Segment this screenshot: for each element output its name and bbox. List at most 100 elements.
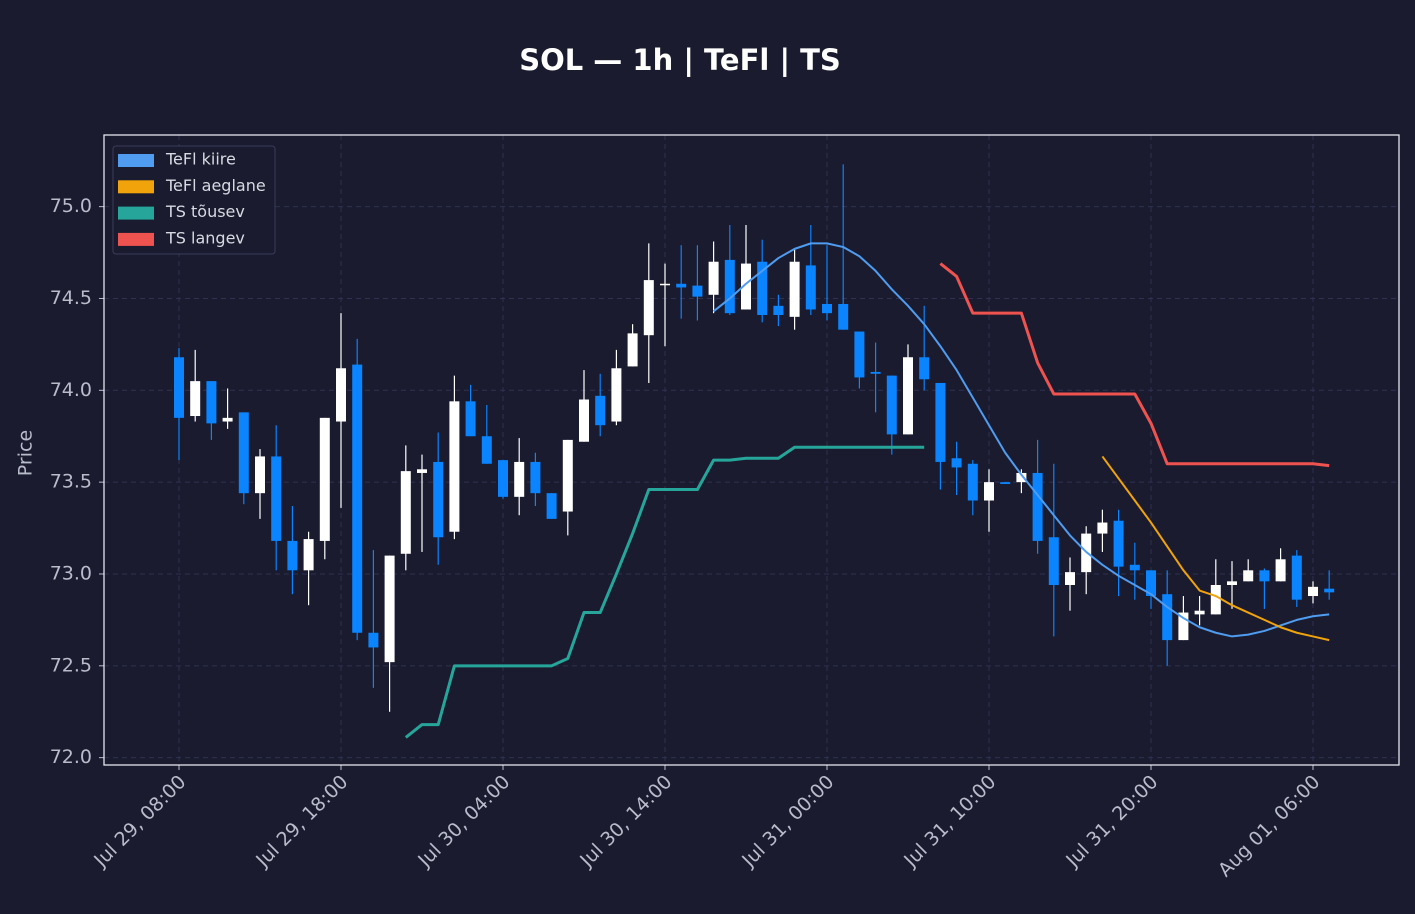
y-tick-label: 73.5 — [50, 471, 92, 493]
candle-body — [1065, 572, 1075, 585]
plot-border — [103, 134, 1400, 766]
candle-body — [417, 469, 427, 473]
candle-body — [741, 263, 751, 310]
candle-body — [1227, 581, 1237, 585]
legend-swatch — [118, 206, 154, 220]
candle-body — [352, 364, 363, 633]
y-tick-label: 72.0 — [50, 746, 92, 768]
candle-body — [1324, 588, 1335, 593]
chart-title: SOL — 1h | TeFl | TS — [519, 43, 841, 77]
candle-body — [1275, 559, 1286, 582]
candle-body — [611, 368, 622, 422]
candle-body — [1178, 612, 1189, 641]
candle-body — [400, 471, 411, 554]
candle-body — [595, 395, 606, 426]
candle-body — [174, 357, 184, 418]
candle-body — [384, 555, 395, 663]
candle-body — [1048, 537, 1059, 585]
candle-body — [1113, 520, 1124, 567]
candle-body — [724, 259, 735, 314]
candle-body — [206, 381, 217, 424]
candle-body — [643, 280, 654, 336]
candle-body — [886, 375, 897, 435]
candle-body — [676, 283, 687, 288]
candle-body — [498, 460, 508, 497]
candle-body — [919, 357, 930, 380]
indicator-line — [404, 445, 925, 739]
y-tick-label: 73.0 — [50, 562, 92, 584]
candle-body — [465, 401, 476, 437]
candle-body — [1194, 610, 1205, 615]
candle-body — [1308, 586, 1318, 597]
candle-body — [530, 461, 541, 494]
candle-body — [303, 539, 314, 571]
x-tick-label: Jul 31, 00:00 — [737, 771, 838, 872]
candle-body — [287, 540, 298, 571]
candle-body — [546, 493, 557, 519]
candle-body — [1016, 472, 1027, 483]
candle-body — [481, 436, 492, 464]
candle-body — [255, 456, 265, 494]
legend-label: TS tõusev — [165, 202, 245, 221]
candle-body — [789, 261, 800, 317]
candle-body — [870, 371, 881, 374]
legend-label: TS langev — [165, 228, 245, 247]
candle-body — [1000, 482, 1011, 484]
candle-body — [1210, 585, 1221, 615]
candle-body — [514, 461, 525, 497]
y-axis-label: Price — [15, 430, 37, 476]
indicator-line — [1101, 455, 1330, 642]
candle-body — [433, 461, 444, 538]
candle-body — [238, 412, 249, 494]
candle-body — [222, 417, 233, 422]
candle-body — [1291, 555, 1302, 600]
candle-body — [822, 303, 832, 314]
x-tick-label: Jul 30, 04:00 — [413, 771, 514, 872]
candle-body — [579, 399, 589, 442]
candle-body — [190, 381, 201, 417]
legend-swatch — [118, 232, 154, 246]
candle-body — [627, 333, 638, 367]
candle-body — [854, 331, 865, 378]
candle-body — [984, 482, 994, 501]
candle-body — [805, 265, 816, 310]
candle-body — [660, 283, 670, 286]
legend-box — [112, 145, 276, 255]
candle-body — [1032, 472, 1043, 541]
candle-body — [935, 382, 946, 462]
candle-body — [903, 357, 913, 435]
candle-body — [757, 261, 768, 315]
x-tick-label: Jul 30, 14:00 — [575, 771, 676, 872]
candle-body — [773, 305, 784, 315]
candle-body — [368, 632, 379, 648]
x-tick-label: Jul 31, 10:00 — [899, 771, 1000, 872]
candle-body — [336, 368, 346, 422]
legend-label: TeFl aeglane — [165, 176, 266, 195]
plot-area — [104, 135, 1399, 765]
y-tick-label: 75.0 — [50, 195, 92, 217]
legend-label: TeFl kiire — [165, 150, 236, 169]
x-tick-label: Aug 01, 06:00 — [1214, 771, 1324, 881]
y-tick-label: 72.5 — [50, 654, 92, 676]
y-tick-label: 74.0 — [50, 379, 92, 401]
x-tick-label: Jul 31, 20:00 — [1061, 771, 1162, 872]
candle-body — [1243, 570, 1254, 582]
x-tick-label: Jul 29, 08:00 — [89, 771, 190, 872]
x-tick-label: Jul 29, 18:00 — [251, 771, 352, 872]
indicator-line — [712, 242, 1330, 638]
candle-body — [1129, 564, 1140, 571]
candle-body — [692, 285, 703, 297]
legend-swatch — [118, 154, 154, 167]
candle-body — [1146, 570, 1156, 597]
candle-body — [1162, 594, 1173, 641]
candle-body — [562, 439, 573, 512]
candle-body — [1097, 522, 1108, 534]
candle-body — [319, 417, 330, 541]
candle-body — [449, 401, 460, 532]
indicator-line — [939, 262, 1330, 468]
candle-body — [838, 303, 849, 330]
candle-body — [967, 463, 978, 501]
candle-body — [708, 261, 719, 295]
candle-body — [1259, 570, 1270, 582]
